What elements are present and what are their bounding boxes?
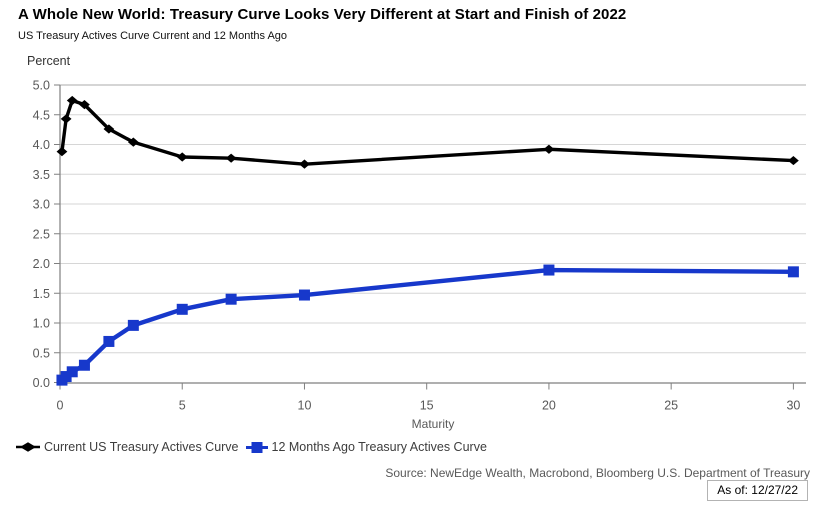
svg-text:5.0: 5.0: [33, 79, 50, 93]
as-of-date-badge: As of: 12/27/22: [707, 480, 808, 501]
page-title: A Whole New World: Treasury Curve Looks …: [18, 6, 627, 23]
legend-label-12-months-ago: 12 Months Ago Treasury Actives Curve: [271, 440, 487, 454]
chart-subtitle: US Treasury Actives Curve Current and 12…: [18, 30, 288, 42]
svg-text:0.0: 0.0: [33, 376, 50, 390]
source-attribution: Source: NewEdge Wealth, Macrobond, Bloom…: [385, 466, 810, 480]
current-curve-marker-icon: [16, 442, 40, 452]
svg-text:3.5: 3.5: [33, 168, 50, 182]
svg-text:20: 20: [542, 399, 556, 413]
svg-text:0: 0: [57, 399, 64, 413]
legend-label-current: Current US Treasury Actives Curve: [44, 440, 239, 454]
chart-legend: Current US Treasury Actives Curve 12 Mon…: [16, 440, 487, 454]
plot-area: 0.0 0.5 1.0 1.5 2.0 2.5 3.0 3.5 4.0 4.5 5.0 0 5 10 15 2…: [33, 79, 806, 413]
svg-text:2.0: 2.0: [33, 257, 50, 271]
svg-text:0.5: 0.5: [33, 346, 50, 360]
x-axis-label: Maturity: [411, 417, 455, 431]
legend-item-current: Current US Treasury Actives Curve: [16, 440, 239, 454]
year-ago-curve-marker-icon: [245, 441, 268, 453]
svg-text:4.5: 4.5: [33, 108, 50, 122]
y-axis-unit-label: Percent: [27, 54, 71, 68]
svg-text:10: 10: [298, 399, 312, 413]
svg-text:15: 15: [420, 399, 434, 413]
svg-text:2.5: 2.5: [33, 227, 50, 241]
legend-item-12-months-ago: 12 Months Ago Treasury Actives Curve: [245, 440, 487, 454]
svg-text:3.0: 3.0: [33, 198, 50, 212]
svg-text:4.0: 4.0: [33, 138, 50, 152]
svg-text:25: 25: [664, 399, 678, 413]
svg-text:30: 30: [786, 399, 800, 413]
svg-text:1.0: 1.0: [33, 317, 50, 331]
svg-text:5: 5: [179, 399, 186, 413]
svg-text:1.5: 1.5: [33, 287, 50, 301]
